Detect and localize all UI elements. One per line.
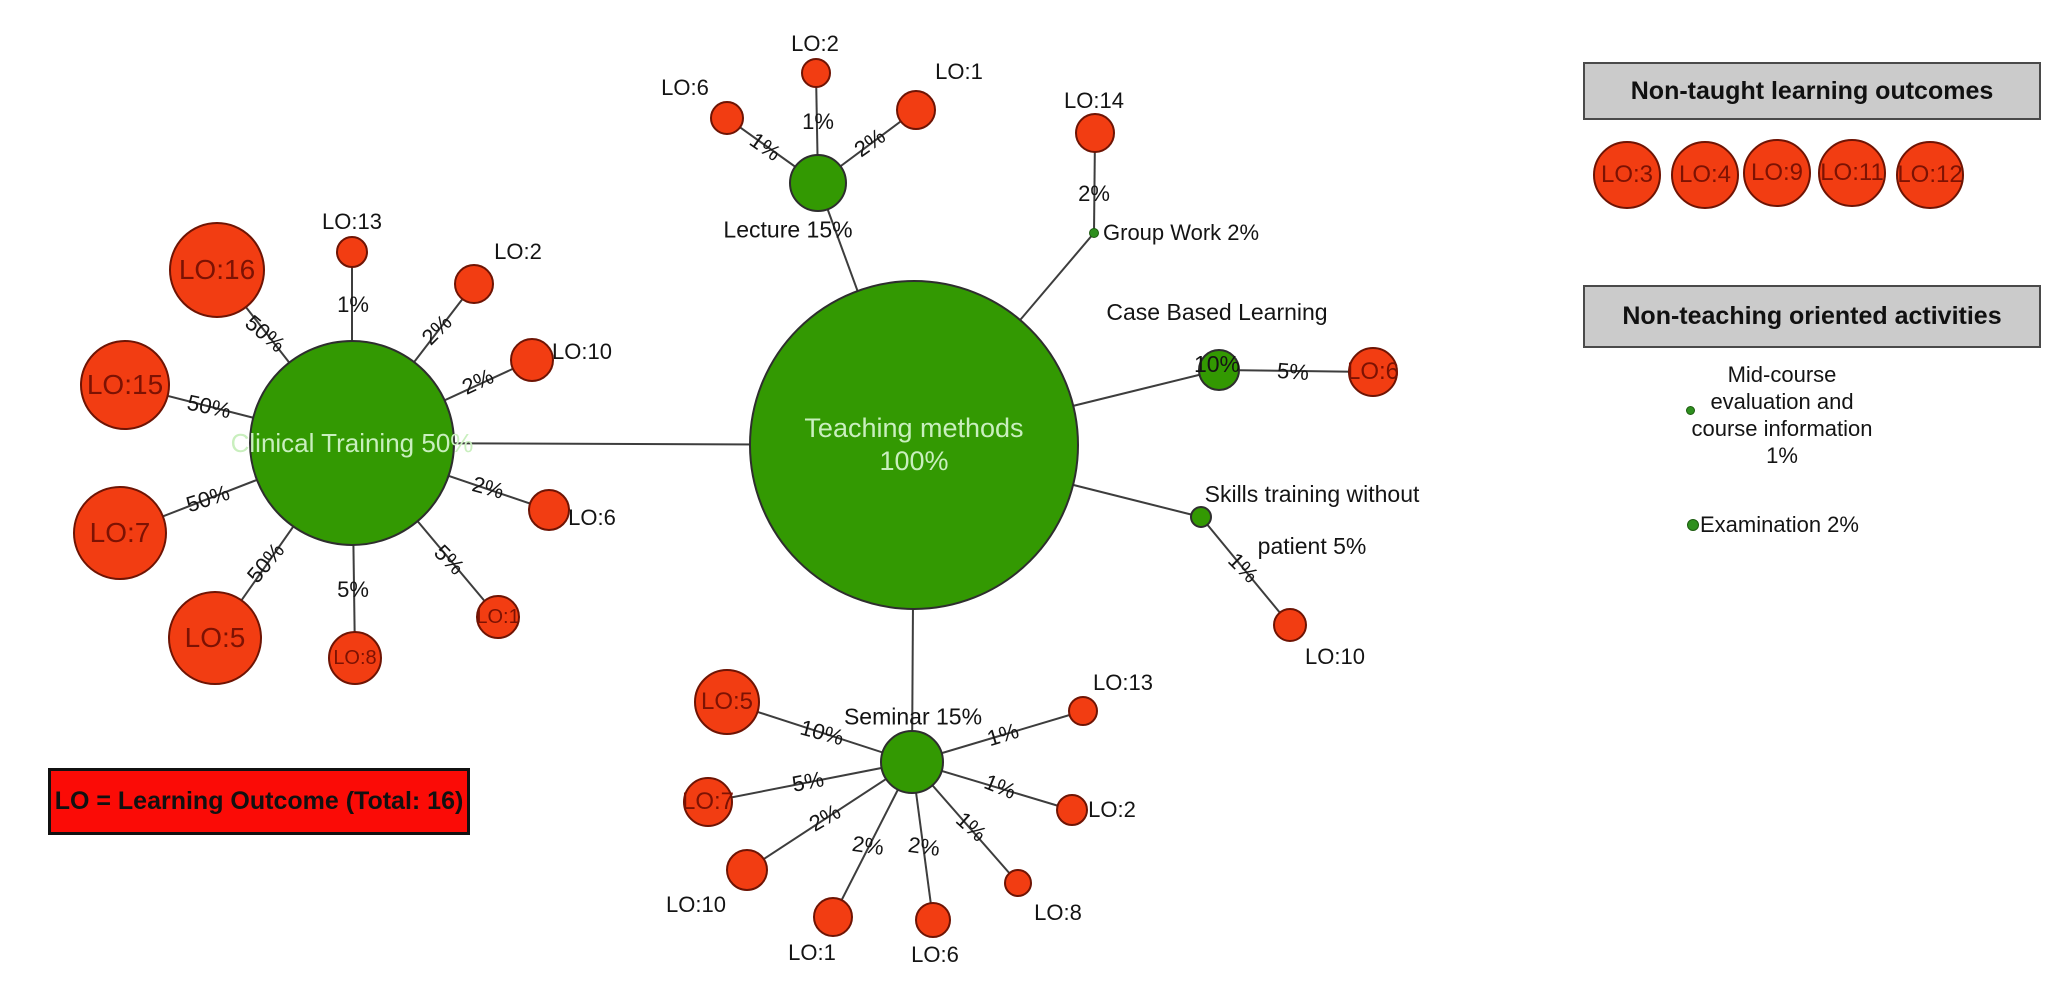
label-seminar-lo6: LO:6 bbox=[911, 942, 959, 967]
node-groupwork-lo14 bbox=[1075, 113, 1115, 153]
clinical-lo16-label: LO:16 bbox=[178, 254, 256, 285]
label-lecture: Lecture 15% bbox=[723, 216, 853, 243]
node-cbl-lo6: LO:6 bbox=[1346, 347, 1400, 397]
nontaught-lo9-label: LO:9 bbox=[1750, 159, 1804, 186]
label-skills-lo10: LO:10 bbox=[1305, 644, 1365, 669]
non-teaching-header: Non-teaching oriented activities bbox=[1583, 285, 2041, 348]
nontaught-lo11-label: LO:11 bbox=[1820, 159, 1884, 186]
node-seminar-lo7: LO:7 bbox=[681, 777, 735, 827]
clinical-lo15-label: LO:15 bbox=[86, 369, 164, 400]
node-clinical-lo16: LO:16 bbox=[169, 222, 265, 318]
legend-box: LO = Learning Outcome (Total: 16) bbox=[48, 768, 470, 835]
seminar-lo7-label: LO:7 bbox=[681, 788, 735, 815]
clinical-lo5-label: LO:5 bbox=[184, 622, 246, 653]
node-clinical-lo8: LO:8 bbox=[328, 631, 382, 685]
node-teaching-methods: Teaching methods 100% bbox=[749, 280, 1079, 610]
node-case-based-learning bbox=[1198, 349, 1240, 391]
node-seminar-lo13 bbox=[1068, 696, 1098, 726]
node-seminar-lo10 bbox=[726, 849, 768, 891]
node-lecture-lo2 bbox=[801, 58, 831, 88]
node-nontaught-lo12: LO:12 bbox=[1896, 141, 1964, 209]
label-seminar-lo8: LO:8 bbox=[1034, 900, 1082, 925]
label-skills-training: Skills training without patient 5% bbox=[1204, 481, 1420, 559]
nontaught-lo3-label: LO:3 bbox=[1600, 161, 1654, 188]
clinical-lo1-label: LO:1 bbox=[476, 606, 520, 628]
edge-pct-clinical-lo13: 1% bbox=[337, 292, 369, 317]
node-clinical-training: Clinical Training 50% bbox=[231, 340, 473, 546]
node-clinical-lo6 bbox=[528, 489, 570, 531]
label-clinical-lo10: LO:10 bbox=[552, 339, 612, 364]
teaching-methods-label: Teaching methods bbox=[804, 413, 1024, 443]
label-examination: Examination 2% bbox=[1700, 512, 1859, 537]
node-nontaught-lo4: LO:4 bbox=[1671, 141, 1739, 209]
label-seminar-lo2: LO:2 bbox=[1088, 797, 1136, 822]
clinical-lo7-label: LO:7 bbox=[89, 517, 151, 548]
seminar-lo5-label: LO:5 bbox=[700, 688, 754, 715]
node-clinical-lo13 bbox=[336, 236, 368, 268]
node-clinical-lo1: LO:1 bbox=[476, 595, 520, 639]
edge-pct-clinical-lo8: 5% bbox=[337, 577, 369, 602]
label-seminar-lo10: LO:10 bbox=[666, 892, 726, 917]
node-seminar bbox=[880, 730, 944, 794]
edge-pct-seminar-lo6: 2% bbox=[906, 831, 942, 862]
nontaught-lo12-label: LO:12 bbox=[1897, 161, 1963, 188]
label-lecture-lo1: LO:1 bbox=[935, 59, 983, 84]
node-examination bbox=[1687, 519, 1699, 531]
edge-pct-cbl-lo6: 5% bbox=[1276, 357, 1310, 386]
label-seminar-lo1: LO:1 bbox=[788, 940, 836, 965]
node-seminar-lo6 bbox=[915, 902, 951, 938]
node-lecture bbox=[789, 154, 847, 212]
node-nontaught-lo11: LO:11 bbox=[1818, 139, 1886, 207]
label-groupwork-lo14: LO:14 bbox=[1064, 88, 1124, 113]
non-taught-header: Non-taught learning outcomes bbox=[1583, 62, 2041, 120]
node-seminar-lo8 bbox=[1004, 869, 1032, 897]
label-clinical-lo2: LO:2 bbox=[494, 239, 542, 264]
clinical-training-label: Clinical Training 50% bbox=[230, 427, 474, 458]
label-case-based-learning: Case Based Learning 10% bbox=[1106, 299, 1328, 377]
node-group-work bbox=[1089, 228, 1099, 238]
edge-pct-seminar-lo1: 2% bbox=[850, 830, 886, 861]
node-nontaught-lo9: LO:9 bbox=[1743, 139, 1811, 207]
node-lecture-lo6 bbox=[710, 101, 744, 135]
node-clinical-lo15: LO:15 bbox=[80, 340, 170, 430]
node-nontaught-lo3: LO:3 bbox=[1593, 141, 1661, 209]
teaching-methods-pct: 100% bbox=[879, 446, 949, 476]
node-clinical-lo5: LO:5 bbox=[168, 591, 262, 685]
node-clinical-lo2 bbox=[454, 264, 494, 304]
label-midcourse-evaluation: Mid-course evaluation and course informa… bbox=[1691, 362, 1873, 468]
node-skills-lo10 bbox=[1273, 608, 1307, 642]
node-clinical-lo7: LO:7 bbox=[73, 486, 167, 580]
node-seminar-lo2 bbox=[1056, 794, 1088, 826]
edge-pct-lecture-lo2: 1% bbox=[802, 109, 834, 134]
label-lecture-lo2: LO:2 bbox=[791, 31, 839, 56]
nontaught-lo4-label: LO:4 bbox=[1678, 161, 1732, 188]
label-clinical-lo6: LO:6 bbox=[568, 505, 616, 530]
clinical-lo8-label: LO:8 bbox=[333, 647, 377, 669]
node-seminar-lo5: LO:5 bbox=[694, 669, 760, 735]
cbl-lo6-label: LO:6 bbox=[1346, 358, 1400, 385]
edge-pct-groupwork-lo14: 2% bbox=[1078, 181, 1110, 206]
label-seminar: Seminar 15% bbox=[843, 703, 983, 730]
node-lecture-lo1 bbox=[896, 90, 936, 130]
node-clinical-lo10 bbox=[510, 338, 554, 382]
legend-text: LO = Learning Outcome (Total: 16) bbox=[54, 787, 464, 815]
label-lecture-lo6: LO:6 bbox=[661, 75, 709, 100]
label-seminar-lo13: LO:13 bbox=[1093, 670, 1153, 695]
node-seminar-lo1 bbox=[813, 897, 853, 937]
label-clinical-lo13: LO:13 bbox=[322, 209, 382, 234]
node-skills-training bbox=[1190, 506, 1212, 528]
label-group-work: Group Work 2% bbox=[1103, 220, 1260, 245]
node-midcourse-evaluation bbox=[1686, 406, 1695, 415]
